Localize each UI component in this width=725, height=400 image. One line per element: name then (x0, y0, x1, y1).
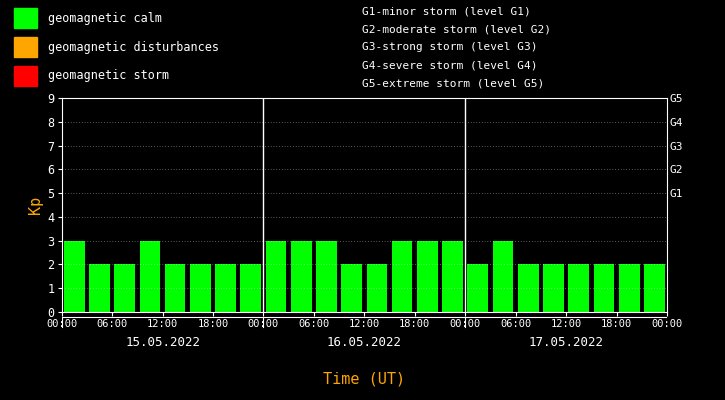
Bar (14, 66, 38, 86)
Bar (215, 264, 236, 312)
Bar (417, 241, 438, 312)
Text: G4-severe storm (level G4): G4-severe storm (level G4) (362, 60, 538, 70)
Bar (14, 37, 38, 57)
Bar (115, 264, 135, 312)
Text: G3-strong storm (level G3): G3-strong storm (level G3) (362, 42, 538, 52)
Bar (568, 264, 589, 312)
Bar (644, 264, 665, 312)
Bar (594, 264, 614, 312)
Bar (367, 264, 387, 312)
Bar (64, 241, 85, 312)
Bar (619, 264, 639, 312)
Bar (190, 264, 211, 312)
Bar (543, 264, 564, 312)
Text: geomagnetic disturbances: geomagnetic disturbances (48, 40, 219, 54)
Bar (341, 264, 362, 312)
Text: G1-minor storm (level G1): G1-minor storm (level G1) (362, 6, 531, 16)
Text: G2-moderate storm (level G2): G2-moderate storm (level G2) (362, 24, 552, 34)
Bar (316, 241, 337, 312)
Bar (265, 241, 286, 312)
Bar (241, 264, 261, 312)
Text: 16.05.2022: 16.05.2022 (327, 336, 402, 349)
Text: geomagnetic storm: geomagnetic storm (48, 69, 169, 82)
Bar (518, 264, 539, 312)
Bar (468, 264, 488, 312)
Text: G5-extreme storm (level G5): G5-extreme storm (level G5) (362, 78, 544, 88)
Bar (89, 264, 109, 312)
Bar (442, 241, 463, 312)
Text: Time (UT): Time (UT) (323, 372, 405, 386)
Text: geomagnetic calm: geomagnetic calm (48, 12, 162, 25)
Bar (14, 8, 38, 28)
Bar (165, 264, 186, 312)
Bar (140, 241, 160, 312)
Bar (291, 241, 312, 312)
Text: 15.05.2022: 15.05.2022 (125, 336, 200, 349)
Y-axis label: Kp: Kp (28, 196, 44, 214)
Text: 17.05.2022: 17.05.2022 (529, 336, 604, 349)
Bar (493, 241, 513, 312)
Bar (392, 241, 413, 312)
